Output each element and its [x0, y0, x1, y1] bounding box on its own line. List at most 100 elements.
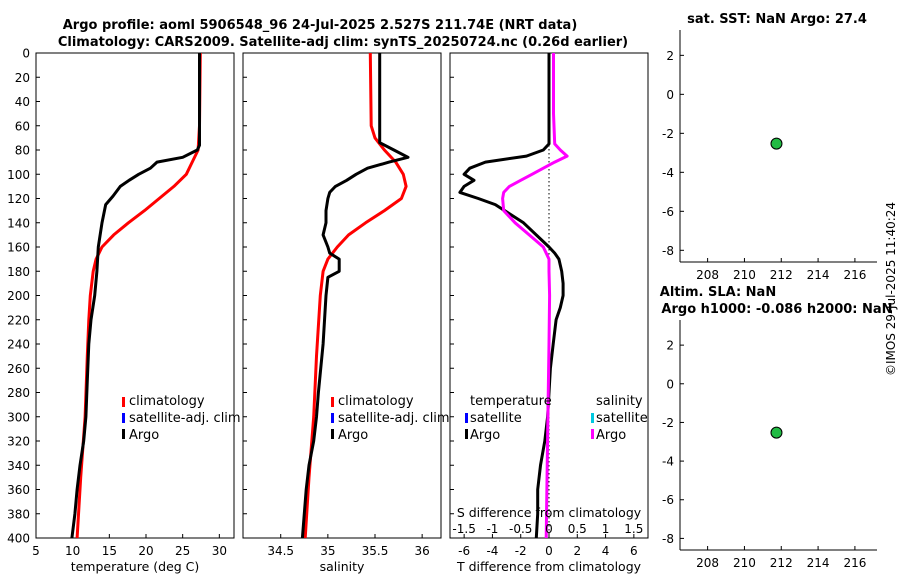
legend-label-sal-satellite: satellite: [596, 411, 648, 426]
series-line-salinity-argo: [501, 53, 569, 539]
legend-label-argo: Argo: [338, 428, 368, 443]
depth-tick-label: 140: [7, 216, 30, 230]
legend-swatch-temp-argo: [465, 429, 468, 439]
depth-tick-label: 20: [15, 71, 30, 85]
legend-label-sal-argo: Argo: [596, 428, 626, 443]
temperature-lines: [70, 52, 202, 539]
x-tick-label: 30: [212, 544, 227, 558]
sst-x-ticks: 208 210 212 214 216: [696, 258, 866, 282]
depth-tick-label: 360: [7, 483, 30, 497]
series-line-argo: [70, 53, 201, 539]
legend-label-temp-satellite: satellite: [470, 411, 522, 426]
y-tick-label: 0: [666, 88, 674, 102]
difference-y-ticks: [450, 52, 454, 539]
temperature-axes-frame: [35, 52, 235, 539]
s-diff-tick-label: -1: [486, 522, 498, 536]
y-tick-label: 0: [666, 377, 674, 391]
series-line-argo: [300, 53, 410, 539]
x-tick-label: 35: [320, 544, 335, 558]
depth-tick-label: 320: [7, 435, 30, 449]
s-difference-ticks: -1.5 -1 -0.5 0 0.5 1 1.5: [452, 522, 643, 536]
legend-label-satellite-adj: satellite-adj. clim: [129, 411, 241, 426]
depth-tick-label: 160: [7, 241, 30, 255]
title-line-1: Argo profile: aoml 5906548_96 24-Jul-202…: [63, 18, 578, 33]
sst-panel: 208 210 212 214 216 2 0 -2 -4 -6 -8: [662, 30, 877, 282]
legend-label-climatology: climatology: [338, 394, 414, 409]
y-tick-label: 2: [666, 49, 674, 63]
temperature-legend: climatology satellite-adj. clim Argo: [122, 394, 241, 443]
legend-swatch-temp-satellite: [465, 413, 468, 423]
legend-swatch-climatology: [331, 397, 334, 407]
t-difference-x-label: T difference from climatology: [456, 559, 642, 574]
difference-lines: [458, 53, 569, 539]
sst-y-ticks: 2 0 -2 -4 -6 -8: [662, 49, 684, 258]
salinity-legend: climatology satellite-adj. clim Argo: [331, 394, 450, 443]
x-tick-label: 208: [696, 556, 719, 570]
temperature-x-label: temperature (deg C): [71, 559, 200, 574]
temperature-x-ticks: 5 10 15 20 25 30: [32, 534, 227, 558]
legend-swatch-satellite-adj: [331, 413, 334, 423]
x-tick-label: 216: [843, 556, 866, 570]
legend-swatch-sal-argo: [591, 429, 594, 439]
sla-panel-title-1: Altim. SLA: NaN: [660, 285, 776, 300]
salinity-x-ticks: 34.5 35 35.5 36: [267, 534, 430, 558]
s-diff-tick-label: 1.5: [624, 522, 643, 536]
depth-tick-label: 280: [7, 386, 30, 400]
legend-title-temperature: temperature: [470, 394, 552, 409]
depth-tick-label: 0: [22, 47, 30, 61]
x-tick-label: 20: [138, 544, 153, 558]
legend-label-temp-argo: Argo: [470, 428, 500, 443]
salinity-lines: [300, 52, 410, 539]
x-tick-label: 36: [415, 544, 430, 558]
depth-tick-label: 200: [7, 289, 30, 303]
sla-x-ticks: 208 210 212 214 216: [696, 546, 866, 570]
imos-watermark: ©IMOS 29-Jul-2025 11:40:24: [884, 202, 898, 376]
legend-label-satellite-adj: satellite-adj. clim: [338, 411, 450, 426]
sla-points: [770, 426, 783, 439]
salinity-panel: 34.5 35 35.5 36 salinity climatology satell…: [242, 52, 450, 574]
legend-title-salinity: salinity: [596, 394, 643, 409]
legend-swatch-argo: [331, 429, 334, 439]
sst-points: [770, 137, 783, 150]
depth-tick-label: 260: [7, 362, 30, 376]
y-tick-label: -2: [662, 416, 674, 430]
difference-legend-salinity: salinity satellite Argo: [591, 394, 648, 443]
x-tick-label: -2: [515, 544, 527, 558]
x-tick-label: 6: [630, 544, 638, 558]
depth-tick-label: 380: [7, 507, 30, 521]
x-tick-label: -4: [486, 544, 498, 558]
x-tick-label: 35.5: [362, 544, 389, 558]
s-diff-tick-label: 0.5: [568, 522, 587, 536]
depth-tick-label: 40: [15, 95, 30, 109]
x-tick-label: 10: [65, 544, 80, 558]
sla-panel-title-2: Argo h1000: -0.086 h2000: NaN: [661, 302, 892, 317]
y-tick-label: 2: [666, 339, 674, 353]
legend-swatch-sal-satellite: [591, 413, 594, 423]
depth-tick-label: 220: [7, 313, 30, 327]
series-line-climatology: [303, 52, 408, 539]
x-tick-label: 25: [175, 544, 190, 558]
s-diff-tick-label: -0.5: [509, 522, 532, 536]
y-tick-label: -8: [662, 532, 674, 546]
legend-label-argo: Argo: [129, 428, 159, 443]
depth-tick-label: 120: [7, 192, 30, 206]
depth-tick-label: 100: [7, 168, 30, 182]
x-tick-label: 4: [602, 544, 610, 558]
x-tick-label: 208: [696, 268, 719, 282]
legend-label-climatology: climatology: [129, 394, 205, 409]
y-tick-label: -4: [662, 166, 674, 180]
x-tick-label: 5: [32, 544, 40, 558]
x-tick-label: -6: [458, 544, 470, 558]
sla-y-ticks: 2 0 -2 -4 -6 -8: [662, 339, 684, 546]
s-difference-axis-label: S difference from climatology: [457, 505, 642, 520]
x-tick-label: 210: [733, 268, 756, 282]
depth-tick-label: 60: [15, 119, 30, 133]
depth-tick-label: 340: [7, 459, 30, 473]
s-diff-tick-label: 0: [545, 522, 553, 536]
difference-panel: -6 -4 -2 0 2 4 6 S difference from climatology…: [449, 52, 649, 574]
x-tick-label: 34.5: [267, 544, 294, 558]
x-tick-label: 212: [770, 268, 793, 282]
legend-swatch-climatology: [122, 397, 125, 407]
y-tick-label: -4: [662, 455, 674, 469]
